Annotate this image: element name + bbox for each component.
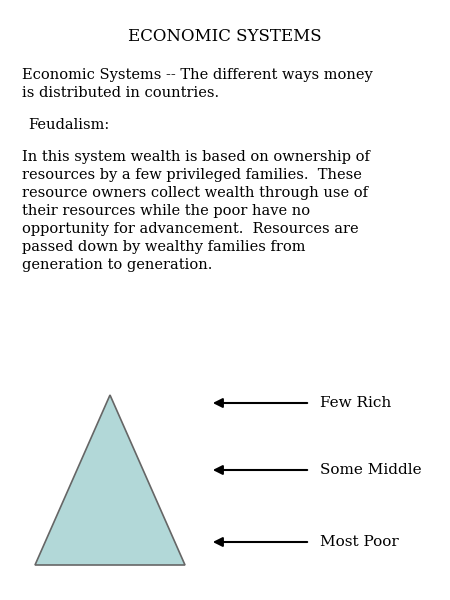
Text: is distributed in countries.: is distributed in countries. [22,86,219,100]
Text: Few Rich: Few Rich [320,396,391,410]
Text: Some Middle: Some Middle [320,463,422,477]
Text: resources by a few privileged families.  These: resources by a few privileged families. … [22,168,362,182]
Text: Most Poor: Most Poor [320,535,399,549]
Text: generation to generation.: generation to generation. [22,258,212,272]
Polygon shape [35,395,185,565]
Text: Feudalism:: Feudalism: [28,118,109,132]
Text: their resources while the poor have no: their resources while the poor have no [22,204,310,218]
Text: resource owners collect wealth through use of: resource owners collect wealth through u… [22,186,368,200]
Text: opportunity for advancement.  Resources are: opportunity for advancement. Resources a… [22,222,359,236]
Text: In this system wealth is based on ownership of: In this system wealth is based on owners… [22,150,370,164]
Text: passed down by wealthy families from: passed down by wealthy families from [22,240,306,254]
Text: Economic Systems -- The different ways money: Economic Systems -- The different ways m… [22,68,373,82]
Text: ECONOMIC SYSTEMS: ECONOMIC SYSTEMS [128,28,322,45]
